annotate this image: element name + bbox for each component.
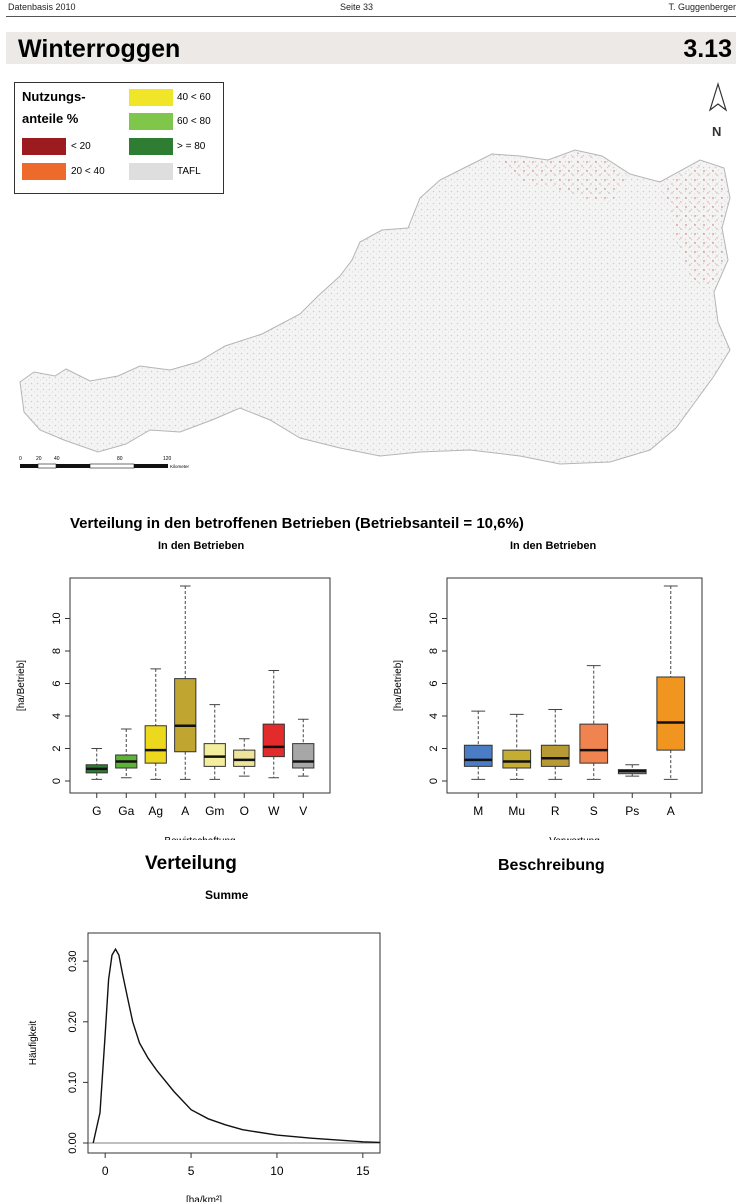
austria-outline bbox=[19, 149, 731, 465]
density-chart: 0 5 10 15 0.00 0.10 0.20 0.30 Häufigkeit [ha/km²] bbox=[28, 932, 381, 1202]
header-rule bbox=[6, 16, 736, 17]
legend-swatch bbox=[129, 163, 173, 180]
x-tick-label: O bbox=[240, 804, 249, 818]
x-tick-label: Ps bbox=[625, 804, 639, 818]
legend-label: 60 < 80 bbox=[177, 116, 211, 127]
legend-label: TAFL bbox=[177, 166, 201, 177]
y-tick-label: 8 bbox=[51, 648, 63, 654]
y-tick-label: 0 bbox=[51, 778, 63, 784]
rye-area-east bbox=[660, 164, 726, 292]
y-tick-label: 4 bbox=[51, 713, 63, 719]
rye-area-north bbox=[500, 152, 628, 202]
x-tick-label: G bbox=[92, 804, 101, 818]
box bbox=[656, 676, 686, 751]
box bbox=[203, 743, 226, 767]
title-band bbox=[6, 32, 736, 64]
box bbox=[502, 749, 532, 769]
legend-label: > = 80 bbox=[177, 141, 206, 152]
box bbox=[579, 723, 609, 764]
scale-tick: 120 bbox=[163, 456, 172, 462]
legend-swatch bbox=[22, 163, 66, 180]
chart-title-right: In den Betrieben bbox=[510, 540, 597, 552]
x-tick-label: S bbox=[590, 804, 598, 818]
section-number: 3.13 bbox=[683, 35, 732, 63]
distribution-heading: Verteilung in den betroffenen Betrieben … bbox=[70, 515, 524, 532]
header-center: Seite 33 bbox=[340, 2, 374, 12]
x-tick-label: A bbox=[667, 804, 675, 818]
header-left: Datenbasis 2010 bbox=[8, 2, 76, 12]
box bbox=[174, 678, 197, 753]
y-tick-label: 0 bbox=[428, 778, 440, 784]
y-tick-label: 6 bbox=[428, 680, 440, 686]
header-right: T. Guggenberger bbox=[668, 2, 736, 12]
x-tick-label: 10 bbox=[270, 1164, 284, 1178]
y-tick-label: 10 bbox=[51, 612, 63, 624]
x-axis-label: [ha/km²] bbox=[186, 1195, 222, 1202]
scale-tick: 40 bbox=[54, 456, 60, 462]
austria-map: N 0 20 40 80 120 Kilometer bbox=[19, 81, 731, 469]
box bbox=[292, 743, 315, 769]
boxplot-verwertung: 0 2 4 6 8 10 [ha/Betrieb] M Mu R S Ps A Verwertung bbox=[393, 577, 703, 840]
legend-heading-1: Nutzungs- bbox=[22, 89, 86, 104]
legend-label: < 20 bbox=[71, 141, 91, 152]
box bbox=[144, 725, 167, 764]
y-tick-label: 0.20 bbox=[67, 1011, 79, 1032]
box bbox=[233, 749, 256, 767]
legend-heading-2: anteile % bbox=[22, 111, 79, 126]
y-tick-label: 10 bbox=[428, 612, 440, 624]
x-tick-label: W bbox=[268, 804, 280, 818]
box bbox=[262, 723, 285, 758]
north-arrow-icon: N bbox=[708, 81, 728, 139]
y-tick-label: 0.00 bbox=[67, 1132, 79, 1153]
scale-bar: 0 20 40 80 120 Kilometer bbox=[19, 456, 190, 469]
x-tick-label: 0 bbox=[102, 1164, 109, 1178]
bottom-subtitle: Summe bbox=[205, 888, 249, 902]
map-legend: Nutzungs- anteile % < 20 20 < 40 40 < 60… bbox=[14, 82, 224, 194]
x-tick-label: R bbox=[551, 804, 560, 818]
y-tick-label: 4 bbox=[428, 713, 440, 719]
plot-frame bbox=[69, 577, 331, 794]
scale-unit: Kilometer bbox=[170, 464, 190, 469]
plot-frame bbox=[87, 932, 381, 1154]
x-tick-label: A bbox=[181, 804, 189, 818]
legend-label: 40 < 60 bbox=[177, 92, 211, 103]
legend-swatch bbox=[129, 89, 173, 106]
density-line bbox=[92, 947, 381, 1144]
y-tick-label: 8 bbox=[428, 648, 440, 654]
y-tick-label: 0.30 bbox=[67, 950, 79, 971]
y-tick-label: 0.10 bbox=[67, 1072, 79, 1093]
legend-swatch bbox=[129, 113, 173, 130]
y-tick-label: 2 bbox=[51, 745, 63, 751]
box bbox=[463, 744, 493, 767]
x-axis-label: Bewirtschaftung bbox=[164, 836, 235, 840]
plot-frame bbox=[446, 577, 703, 794]
boxplot-bewirtschaftung: 0 2 4 6 8 10 [ha/Betrieb] G Ga Ag A Gm O W V Bewirtscha… bbox=[16, 577, 331, 840]
x-tick-label: Mu bbox=[508, 804, 525, 818]
y-tick-label: 6 bbox=[51, 680, 63, 686]
y-axis-label: Häufigkeit bbox=[28, 1021, 39, 1066]
scale-tick: 80 bbox=[117, 456, 123, 462]
x-axis-label: Verwertung bbox=[549, 836, 600, 840]
x-tick-label: Ag bbox=[148, 804, 163, 818]
x-tick-label: V bbox=[299, 804, 307, 818]
scale-tick: 0 bbox=[19, 456, 22, 462]
bottom-title-left: Verteilung bbox=[145, 853, 237, 874]
chart-title-left: In den Betrieben bbox=[158, 540, 245, 552]
page-title: Winterroggen bbox=[18, 35, 181, 63]
bottom-title-right: Beschreibung bbox=[498, 857, 605, 874]
x-tick-label: M bbox=[473, 804, 483, 818]
x-tick-label: 5 bbox=[188, 1164, 195, 1178]
box bbox=[540, 744, 570, 767]
x-tick-label: 15 bbox=[356, 1164, 370, 1178]
y-tick-label: 2 bbox=[428, 745, 440, 751]
y-axis-label: [ha/Betrieb] bbox=[393, 660, 404, 711]
x-tick-label: Ga bbox=[118, 804, 134, 818]
legend-swatch bbox=[22, 138, 66, 155]
legend-label: 20 < 40 bbox=[71, 166, 105, 177]
y-axis-label: [ha/Betrieb] bbox=[16, 660, 27, 711]
x-tick-label: Gm bbox=[205, 804, 224, 818]
legend-swatch bbox=[129, 138, 173, 155]
north-label: N bbox=[712, 124, 721, 139]
scale-tick: 20 bbox=[36, 456, 42, 462]
